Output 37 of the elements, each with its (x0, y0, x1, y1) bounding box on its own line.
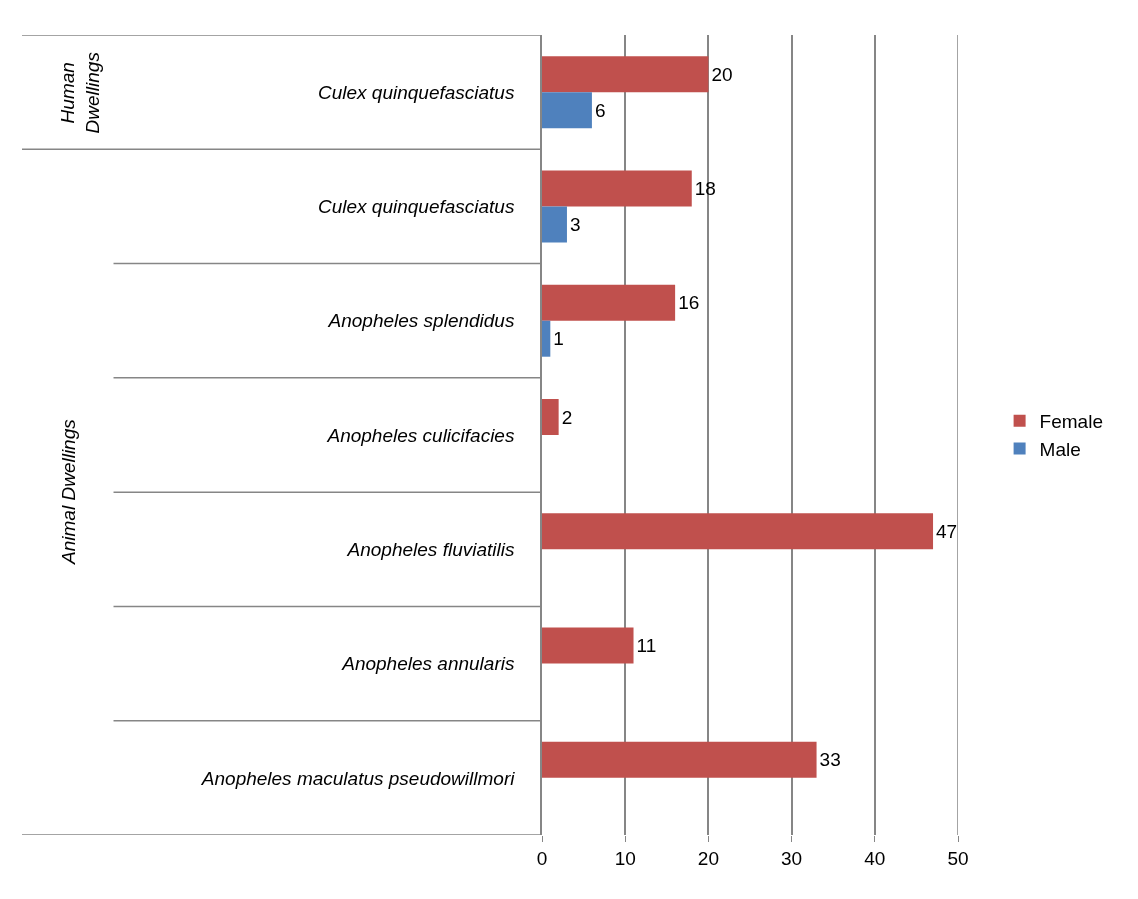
data-label: 16 (678, 292, 700, 314)
data-label: 11 (636, 635, 657, 657)
data-label: 20 (711, 63, 733, 85)
bar (542, 513, 934, 550)
bar (542, 741, 817, 778)
y-tick-label: Anopheles culicifacies (326, 424, 515, 446)
x-tick-label: 20 (697, 847, 719, 869)
y-tick-label: Anopheles splendidus (327, 310, 515, 332)
bar (542, 56, 709, 93)
data-label: 2 (561, 406, 573, 428)
y-tick-label: Anopheles annularis (341, 653, 515, 675)
data-label: 47 (936, 520, 958, 542)
x-tick-label: 10 (614, 847, 636, 869)
data-label: 3 (569, 213, 581, 235)
text: Human Dwellings (57, 51, 103, 134)
text: Animal Dwellings (57, 418, 79, 565)
data-label: 18 (694, 177, 716, 199)
y-tick-label: Anopheles fluviatilis (346, 538, 515, 560)
legend-label: Female (1039, 411, 1103, 433)
y-tick-label: Culex quinquefasciatus (317, 196, 515, 218)
data-label: 6 (594, 99, 606, 121)
bar (542, 284, 676, 321)
bar (542, 92, 592, 129)
x-tick-label: 50 (947, 847, 969, 869)
data-label: 1 (553, 328, 564, 350)
bar (542, 170, 692, 207)
x-tick-label: 40 (864, 847, 886, 869)
x-tick-label: 0 (536, 847, 548, 869)
legend-label: Male (1039, 438, 1081, 460)
bar (542, 399, 559, 435)
bar (542, 206, 567, 243)
data-label: 33 (819, 749, 841, 771)
bar (542, 320, 551, 357)
x-tick-label: 30 (781, 847, 803, 869)
y-tick-label: Culex quinquefasciatus (317, 81, 515, 103)
bar (542, 627, 634, 664)
y-tick-label: Anopheles maculatus pseudowillmori (200, 767, 516, 789)
